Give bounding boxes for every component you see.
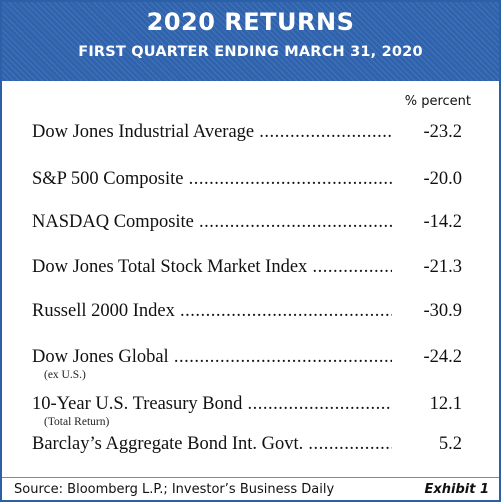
header-banner: 2020 RETURNS FIRST QUARTER ENDING MARCH … <box>2 2 499 81</box>
row-note: (Total Return) <box>44 416 110 428</box>
row-label-wrap: Dow Jones Industrial Average ...........… <box>32 122 392 143</box>
row-value: -24.2 <box>423 347 462 367</box>
row-label: Dow Jones Industrial Average <box>32 122 255 142</box>
page-title: 2020 RETURNS <box>146 8 355 36</box>
row-label: Dow Jones Global <box>32 347 169 367</box>
row-label-wrap: Dow Jones Total Stock Market Index .....… <box>32 257 392 278</box>
dot-leader: ........................................… <box>247 394 393 414</box>
row-value: 12.1 <box>429 394 462 414</box>
dot-leader: ........................................… <box>312 257 392 277</box>
row-label-wrap: Dow Jones Global .......................… <box>32 347 392 368</box>
dot-leader: ........................................… <box>199 212 392 232</box>
row-value: 5.2 <box>438 434 462 454</box>
row-label-wrap: S&P 500 Composite ......................… <box>32 169 392 190</box>
row-label-wrap: Barclay’s Aggregate Bond Int. Govt. ....… <box>32 434 392 455</box>
row-label-wrap: NASDAQ Composite .......................… <box>32 212 392 233</box>
footer-divider <box>2 477 499 478</box>
row-value: -23.2 <box>423 122 462 142</box>
dot-leader: ........................................… <box>188 169 392 189</box>
row-label: 10-Year U.S. Treasury Bond <box>32 394 243 414</box>
row-value: -20.0 <box>423 169 462 189</box>
dot-leader: ........................................… <box>179 301 392 321</box>
row-note: (ex U.S.) <box>44 369 86 381</box>
row-label: Dow Jones Total Stock Market Index <box>32 257 308 277</box>
source-note: Source: Bloomberg L.P.; Investor’s Busin… <box>14 482 335 497</box>
row-value: -30.9 <box>423 301 462 321</box>
row-label: NASDAQ Composite <box>32 212 194 232</box>
page-subtitle: FIRST QUARTER ENDING MARCH 31, 2020 <box>78 44 423 60</box>
row-value: -21.3 <box>423 257 462 277</box>
dot-leader: ........................................… <box>308 434 392 454</box>
row-label: S&P 500 Composite <box>32 169 184 189</box>
exhibit-label: Exhibit 1 <box>424 482 489 497</box>
unit-label: % percent <box>404 94 471 109</box>
row-label-wrap: Russell 2000 Index .....................… <box>32 301 392 322</box>
dot-leader: ........................................… <box>173 347 392 367</box>
dot-leader: ........................................… <box>259 122 392 142</box>
row-label: Russell 2000 Index <box>32 301 175 321</box>
row-label: Barclay’s Aggregate Bond Int. Govt. <box>32 434 304 454</box>
row-value: -14.2 <box>423 212 462 232</box>
row-label-wrap: 10-Year U.S. Treasury Bond .............… <box>32 394 392 415</box>
